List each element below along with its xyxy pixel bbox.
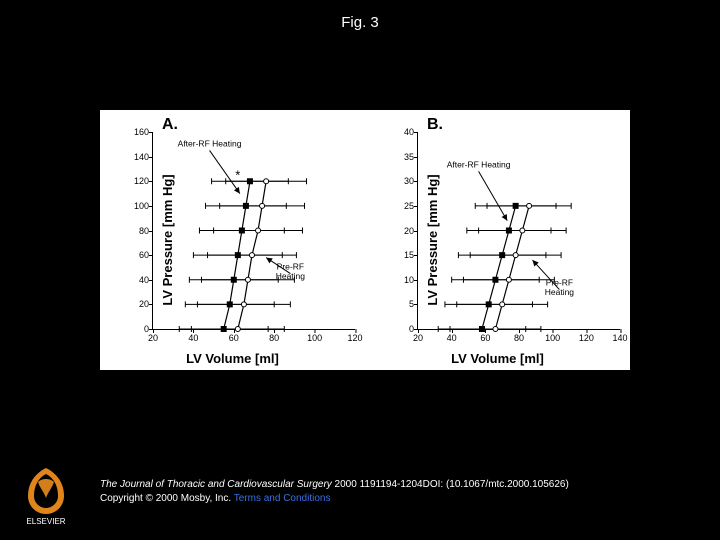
copyright-text: Copyright © 2000 Mosby, Inc. — [100, 493, 234, 504]
x-tick: 80 — [269, 333, 279, 343]
x-tick: 20 — [413, 333, 423, 343]
y-tick: 0 — [388, 324, 414, 334]
plot-svg: After-RF Heating Pre-RFHeating * — [153, 132, 355, 329]
svg-text:ELSEVIER: ELSEVIER — [26, 517, 65, 526]
slide: Fig. 3 A.LV Pressure [mm Hg]LV Volume [m… — [0, 0, 720, 540]
citation-footer: The Journal of Thoracic and Cardiovascul… — [100, 478, 700, 506]
y-tick: 140 — [123, 152, 149, 162]
terms-link[interactable]: Terms and Conditions — [234, 493, 331, 504]
svg-text:Pre-RF: Pre-RF — [277, 262, 304, 272]
y-tick: 15 — [388, 250, 414, 260]
svg-text:*: * — [235, 168, 240, 183]
y-tick: 10 — [388, 275, 414, 285]
svg-text:After-RF Heating: After-RF Heating — [447, 159, 511, 169]
x-tick: 100 — [545, 333, 560, 343]
x-tick: 20 — [148, 333, 158, 343]
journal-name: The Journal of Thoracic and Cardiovascul… — [100, 479, 332, 490]
y-tick: 30 — [388, 176, 414, 186]
elsevier-logo: ELSEVIER — [14, 462, 78, 526]
figure-title: Fig. 3 — [0, 14, 720, 31]
svg-text:Heating: Heating — [545, 287, 575, 297]
figure-area: A.LV Pressure [mm Hg]LV Volume [ml]02040… — [100, 110, 630, 370]
chart-panel: A.LV Pressure [mm Hg]LV Volume [ml]02040… — [100, 110, 365, 370]
svg-text:Heating: Heating — [276, 271, 306, 281]
y-tick: 5 — [388, 299, 414, 309]
chart-panel: B.LV Pressure [mm Hg]LV Volume [ml]05101… — [365, 110, 630, 370]
x-axis-label: LV Volume [ml] — [365, 351, 630, 366]
x-tick: 100 — [307, 333, 322, 343]
x-axis-label: LV Volume [ml] — [100, 351, 365, 366]
plot-area: 051015202530354020406080100120140After-R… — [417, 132, 620, 330]
x-tick: 40 — [447, 333, 457, 343]
y-tick: 160 — [123, 127, 149, 137]
y-tick: 60 — [123, 250, 149, 260]
x-tick: 40 — [188, 333, 198, 343]
svg-text:After-RF Heating: After-RF Heating — [178, 138, 242, 148]
y-tick: 25 — [388, 201, 414, 211]
y-tick: 80 — [123, 226, 149, 236]
x-tick: 120 — [579, 333, 594, 343]
svg-text:Pre-RF: Pre-RF — [546, 278, 573, 288]
x-tick: 140 — [612, 333, 627, 343]
x-tick: 60 — [229, 333, 239, 343]
y-tick: 120 — [123, 176, 149, 186]
y-tick: 40 — [123, 275, 149, 285]
y-tick: 35 — [388, 152, 414, 162]
x-tick: 80 — [514, 333, 524, 343]
y-tick: 100 — [123, 201, 149, 211]
x-tick: 120 — [347, 333, 362, 343]
y-tick: 20 — [388, 226, 414, 236]
y-tick: 0 — [123, 324, 149, 334]
plot-svg: After-RF Heating Pre-RFHeating — [418, 132, 620, 329]
x-tick: 60 — [480, 333, 490, 343]
y-tick: 20 — [123, 299, 149, 309]
y-tick: 40 — [388, 127, 414, 137]
plot-area: 02040608010012014016020406080100120After… — [152, 132, 355, 330]
citation-text: 2000 1191194-1204DOI: (10.1067/mtc.2000.… — [332, 479, 569, 490]
